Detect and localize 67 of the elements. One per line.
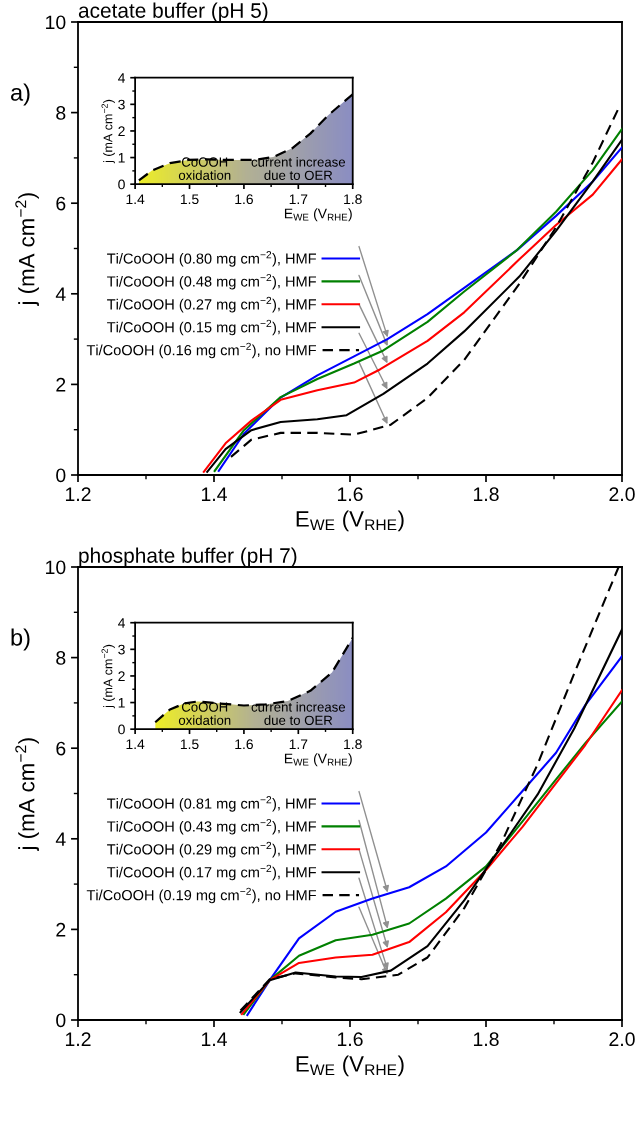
y-axis-title: j (mA cm$^{−2}$) xyxy=(15,738,39,851)
y-tick-label: 3 xyxy=(118,644,125,655)
text: a) xyxy=(11,83,30,106)
y-tick-label: 4 xyxy=(55,287,66,301)
y-tick-label: 1 xyxy=(118,153,125,163)
y-tick-label: 10 xyxy=(46,560,66,575)
x-axis-title: E$_{WE}$ (V$_{RHE}$) xyxy=(284,753,352,767)
y-axis-title: j (mA cm$^{−2}$) xyxy=(101,99,115,164)
x-tick-label: 1.8 xyxy=(473,1032,499,1047)
x-tick-label: 1.2 xyxy=(65,487,91,501)
x-tick-label: 1.8 xyxy=(344,739,362,750)
chart-title: acetate buffer (pH 5) xyxy=(78,2,268,22)
y-tick-label: 8 xyxy=(56,106,66,120)
legend-label: Ti/CoOOH (0.15 mg cm$^{−2}$), HMF xyxy=(107,319,317,336)
y-tick-label: 2 xyxy=(56,377,66,392)
y-tick-label: 10 xyxy=(46,15,66,30)
y-tick-label: 1 xyxy=(118,698,125,708)
x-tick-label: 1.4 xyxy=(126,739,145,749)
x-tick-label: 1.4 xyxy=(126,194,145,204)
x-tick-label: 2.0 xyxy=(609,487,635,502)
legend-label: Ti/CoOOH (0.43 mg cm$^{−2}$), HMF xyxy=(107,818,317,835)
legend-label: Ti/CoOOH (0.48 mg cm$^{−2}$), HMF xyxy=(107,273,317,290)
legend-label: Ti/CoOOH (0.19 mg cm$^{−2}$), no HMF xyxy=(86,887,317,904)
x-tick-label: 1.5 xyxy=(180,739,199,750)
annotation: CoOOH oxidation xyxy=(178,157,231,180)
x-tick-label: 1.6 xyxy=(337,487,363,502)
x-tick-label: 1.5 xyxy=(180,194,199,205)
y-tick-label: 0 xyxy=(56,1013,66,1028)
legend-label: Ti/CoOOH (0.27 mg cm$^{−2}$), HMF xyxy=(107,296,317,313)
y-tick-label: 4 xyxy=(117,618,125,628)
y-tick-label: 0 xyxy=(118,179,125,190)
y-tick-label: 2 xyxy=(118,671,125,681)
x-tick-label: 1.8 xyxy=(473,487,499,502)
x-axis-title: E$_{WE}$ (V$_{RHE}$) xyxy=(296,1055,404,1077)
y-tick-label: 6 xyxy=(56,741,66,756)
legend-label: Ti/CoOOH (0.17 mg cm$^{−2}$), HMF xyxy=(107,864,317,881)
y-tick-label: 2 xyxy=(118,126,125,136)
y-tick-label: 0 xyxy=(118,724,125,735)
y-tick-label: 6 xyxy=(56,196,66,211)
y-axis-title: j (mA cm$^{−2}$) xyxy=(15,193,39,306)
legend-label: Ti/CoOOH (0.29 mg cm$^{−2}$), HMF xyxy=(107,841,317,858)
x-tick-label: 1.2 xyxy=(65,1032,91,1046)
y-tick-label: 2 xyxy=(56,922,66,937)
x-axis-title: E$_{WE}$ (V$_{RHE}$) xyxy=(284,208,352,222)
x-tick-label: 1.7 xyxy=(289,739,308,749)
x-tick-label: 1.4 xyxy=(201,1032,227,1046)
annotation: current increase due to OER xyxy=(251,702,346,725)
x-tick-label: 1.7 xyxy=(289,194,308,204)
annotation: current increase due to OER xyxy=(251,157,346,180)
y-axis-title: j (mA cm$^{−2}$) xyxy=(101,644,115,709)
x-tick-label: 1.4 xyxy=(201,487,227,501)
x-tick-label: 1.8 xyxy=(344,194,362,205)
x-tick-label: 1.6 xyxy=(337,1032,363,1047)
y-tick-label: 4 xyxy=(55,832,66,846)
legend-label: Ti/CoOOH (0.16 mg cm$^{−2}$), no HMF xyxy=(86,342,317,359)
x-axis-title: E$_{WE}$ (V$_{RHE}$) xyxy=(296,510,404,532)
y-tick-label: 8 xyxy=(56,651,66,665)
y-tick-label: 3 xyxy=(118,99,125,110)
chart-title: phosphate buffer (pH 7) xyxy=(79,547,297,567)
x-tick-label: 1.6 xyxy=(235,739,253,750)
text: b) xyxy=(11,628,30,651)
y-tick-label: 0 xyxy=(56,468,66,483)
y-tick-label: 4 xyxy=(117,73,125,83)
x-tick-label: 1.6 xyxy=(235,194,253,205)
legend-label: Ti/CoOOH (0.81 mg cm$^{−2}$), HMF xyxy=(107,796,317,812)
x-tick-label: 2.0 xyxy=(609,1032,635,1047)
legend-label: Ti/CoOOH (0.80 mg cm$^{−2}$), HMF xyxy=(107,251,317,267)
